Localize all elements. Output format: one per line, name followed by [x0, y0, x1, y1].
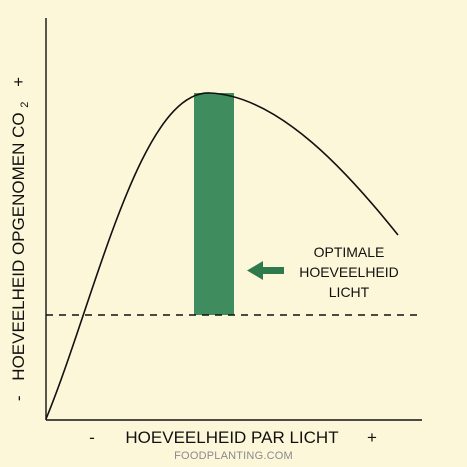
x-axis-label: HOEVEELHEID PAR LICHT: [125, 428, 338, 447]
x-axis-minus: -: [89, 428, 95, 447]
annotation-line-2: HOEVEELHEID: [299, 264, 399, 280]
annotation-line-1: OPTIMALE: [314, 244, 385, 260]
svg-text:- HOEVEELHEID OPGENOME: - HOEVEELHEID OPGENOMEN CO 2 +: [9, 77, 32, 401]
y-axis-subscript: 2: [19, 102, 31, 108]
watermark: FOODPLANTING.COM: [174, 450, 293, 462]
arrow-left-icon: [247, 261, 284, 280]
y-axis-label-group: - HOEVEELHEID OPGENOMEN CO 2 +: [9, 77, 32, 401]
y-axis-plus: +: [9, 77, 28, 87]
y-axis-minus: -: [9, 395, 28, 401]
response-curve: [45, 92, 399, 420]
annotation-line-3: LICHT: [329, 284, 370, 300]
optimal-light-band: [194, 93, 234, 315]
x-axis-plus: +: [367, 428, 377, 447]
y-axis-label: HOEVEELHEID OPGENOMEN CO: [9, 112, 28, 380]
